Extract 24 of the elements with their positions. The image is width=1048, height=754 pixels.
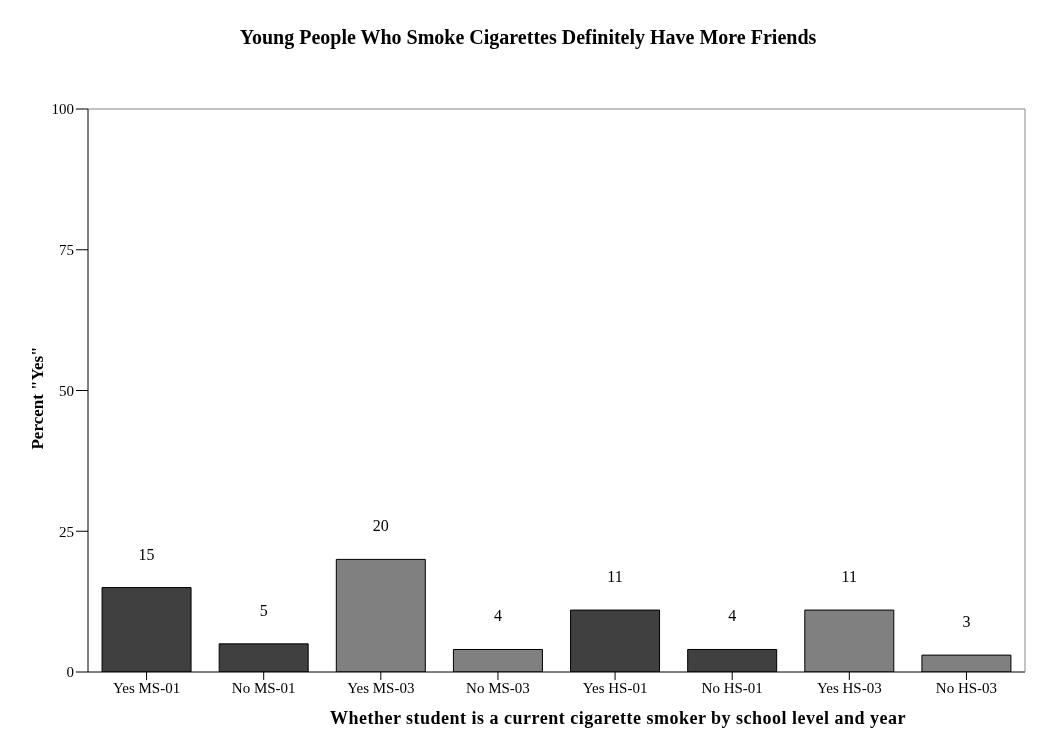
x-tick-label: No HS-03	[935, 679, 998, 696]
y-tick-label: 0	[66, 664, 74, 681]
data-label: 4	[493, 607, 502, 625]
x-tick-label: Yes MS-03	[347, 679, 415, 696]
data-label: 3	[962, 613, 971, 631]
data-label: 11	[607, 568, 623, 586]
data-label: 4	[728, 607, 737, 625]
chart-title: Young People Who Smoke Cigarettes Definitely Have More Friends	[238, 26, 818, 49]
data-label: 15	[138, 545, 155, 563]
x-axis-title: Whether student is a current cigarette smoker by school level and year	[328, 708, 908, 729]
y-tick-label: 50	[59, 382, 74, 399]
y-axis-title: Percent "Yes"	[28, 346, 48, 450]
x-tick-label: Yes MS-01	[112, 679, 181, 696]
x-tick-label: No MS-03	[466, 679, 530, 696]
x-tick-label: Yes HS-01	[582, 679, 648, 696]
y-tick-label: 75	[59, 242, 74, 259]
x-tick-label: Yes HS-03	[816, 679, 882, 696]
x-tick-label: No MS-01	[231, 679, 296, 696]
y-tick-label: 25	[59, 523, 74, 540]
data-label: 20	[372, 517, 389, 535]
data-label: 5	[259, 601, 268, 619]
y-tick-label: 100	[51, 101, 74, 118]
data-label: 11	[841, 568, 858, 586]
x-tick-label: No HS-01	[701, 679, 763, 696]
